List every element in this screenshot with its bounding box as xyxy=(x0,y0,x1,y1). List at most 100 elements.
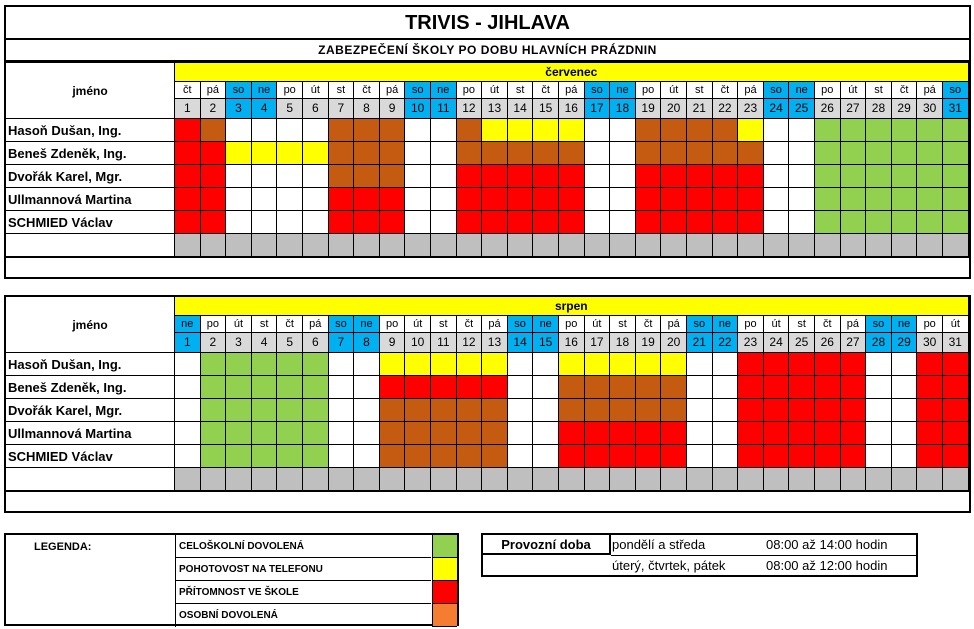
schedule-cell xyxy=(789,445,815,468)
schedule-cell xyxy=(533,211,559,234)
weekday-cell: so xyxy=(687,316,713,333)
schedule-cell xyxy=(763,468,790,491)
schedule-cell xyxy=(200,353,227,376)
schedule-cell xyxy=(277,468,303,491)
schedule-cell xyxy=(379,422,406,445)
schedule-cell xyxy=(431,491,457,492)
schedule-cell xyxy=(379,445,406,468)
day-number-cell: 8 xyxy=(354,333,380,353)
schedule-cell xyxy=(226,468,252,491)
schedule-cell xyxy=(507,142,534,165)
schedule-cell xyxy=(482,353,508,376)
page-title: TRIVIS - JIHLAVA xyxy=(6,7,969,40)
schedule-cell xyxy=(687,399,713,422)
schedule-cell xyxy=(200,142,227,165)
weekday-cell: út xyxy=(584,316,611,333)
schedule-cell xyxy=(175,211,201,234)
schedule-cell xyxy=(226,445,252,468)
schedule-cell xyxy=(328,422,355,445)
schedule-cell xyxy=(559,188,585,211)
schedule-cell xyxy=(840,119,867,142)
schedule-cell xyxy=(763,165,790,188)
schedule-cell xyxy=(303,188,329,211)
schedule-cell xyxy=(866,399,892,422)
day-number-cell: 9 xyxy=(379,99,406,119)
day-number-cell: 18 xyxy=(610,99,636,119)
schedule-cell xyxy=(635,211,662,234)
schedule-cell xyxy=(661,376,687,399)
day-number-cell: 6 xyxy=(303,333,329,353)
schedule-cell xyxy=(354,399,380,422)
schedule-cell xyxy=(635,422,662,445)
schedule-cell xyxy=(277,491,303,492)
hours-days-2: úterý, čtvrtek, pátek xyxy=(612,558,726,573)
schedule-cell xyxy=(610,188,636,211)
schedule-cell xyxy=(917,399,943,422)
schedule-cell xyxy=(584,165,611,188)
day-number-cell: 22 xyxy=(712,333,739,353)
schedule-cell xyxy=(635,119,662,142)
schedule-cell xyxy=(891,165,918,188)
schedule-cell xyxy=(738,491,764,492)
day-number-cell: 1 xyxy=(175,99,201,119)
schedule-cell xyxy=(815,188,841,211)
day-number-cell: 11 xyxy=(431,333,457,353)
schedule-cell xyxy=(405,119,431,142)
schedule-cell xyxy=(840,142,867,165)
schedule-cell xyxy=(687,257,713,258)
schedule-cell xyxy=(379,353,406,376)
schedule-cell xyxy=(661,468,687,491)
schedule-cell xyxy=(610,399,636,422)
day-number-cell: 19 xyxy=(635,333,662,353)
weekday-cell: st xyxy=(328,82,355,99)
schedule-cell xyxy=(559,211,585,234)
weekday-cell: so xyxy=(328,316,355,333)
day-number-cell: 14 xyxy=(507,333,534,353)
day-number-cell: 16 xyxy=(559,99,585,119)
schedule-cell xyxy=(943,234,969,257)
schedule-cell xyxy=(687,188,713,211)
schedule-cell xyxy=(584,211,611,234)
day-number-cell: 14 xyxy=(507,99,534,119)
person-name xyxy=(6,468,175,491)
schedule-cell xyxy=(712,165,739,188)
schedule-cell xyxy=(789,142,815,165)
weekday-cell: pá xyxy=(559,82,585,99)
schedule-cell xyxy=(175,257,201,258)
schedule-cell xyxy=(482,422,508,445)
day-number-cell: 7 xyxy=(328,99,355,119)
day-number-cell: 21 xyxy=(687,333,713,353)
day-number-cell: 7 xyxy=(328,333,355,353)
schedule-cell xyxy=(226,234,252,257)
schedule-cell xyxy=(610,211,636,234)
schedule-cell xyxy=(815,376,841,399)
schedule-cell xyxy=(328,211,355,234)
schedule-cell xyxy=(635,142,662,165)
schedule-cell xyxy=(815,234,841,257)
schedule-cell xyxy=(507,234,534,257)
weekday-cell: út xyxy=(840,82,867,99)
schedule-cell xyxy=(226,399,252,422)
schedule-cell xyxy=(226,491,252,492)
schedule-cell xyxy=(635,376,662,399)
schedule-cell xyxy=(303,399,329,422)
schedule-cell xyxy=(943,142,969,165)
schedule-cell xyxy=(866,211,892,234)
schedule-cell xyxy=(533,445,559,468)
weekday-cell: ne xyxy=(431,82,457,99)
schedule-cell xyxy=(584,422,611,445)
schedule-cell xyxy=(507,468,534,491)
schedule-cell xyxy=(738,142,764,165)
schedule-cell xyxy=(200,445,227,468)
schedule-cell xyxy=(456,165,483,188)
schedule-cell xyxy=(917,165,943,188)
schedule-cell xyxy=(251,445,278,468)
day-number-cell: 24 xyxy=(763,333,790,353)
schedule-cell xyxy=(559,491,585,492)
schedule-cell xyxy=(379,119,406,142)
schedule-cell xyxy=(687,234,713,257)
schedule-cell xyxy=(533,234,559,257)
schedule-cell xyxy=(891,353,918,376)
schedule-cell xyxy=(943,422,969,445)
day-number-cell: 15 xyxy=(533,99,559,119)
